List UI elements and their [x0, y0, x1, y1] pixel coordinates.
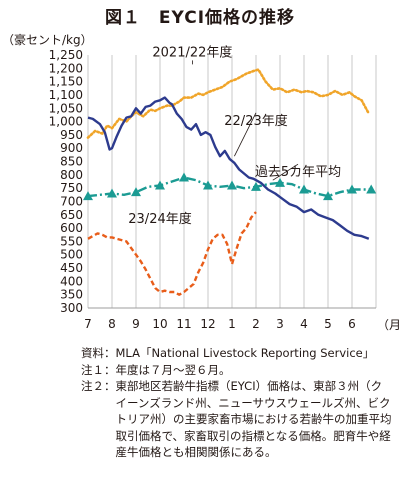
y-tick-label: 1,250	[49, 48, 83, 62]
y-tick-label: 350	[60, 288, 83, 302]
y-tick-label: 650	[60, 208, 83, 222]
y-tick-label: 600	[60, 221, 83, 235]
note-source-head: 資料：	[81, 346, 116, 360]
series-marker-triangle	[107, 188, 117, 198]
note-source: 資料： MLA「National Livestock Reporting Ser…	[81, 345, 393, 362]
x-tick-label: 12	[200, 317, 215, 331]
y-tick-label: 300	[60, 301, 83, 315]
series-marker-triangle	[227, 180, 237, 190]
series-line-1	[87, 96, 370, 240]
y-axis-unit-label: （豪セント/kg）	[2, 32, 93, 47]
series-annotation: 過去5カ年平均	[255, 165, 341, 180]
note-1-head: 注１：	[81, 362, 116, 377]
x-tick-labels: 7 8 9 10 11 12 1 2 3 4 5 6	[84, 317, 356, 331]
x-tick-label: 7	[84, 317, 92, 331]
y-tick-label: 800	[60, 168, 83, 182]
series-annotation: 23/24年度	[128, 211, 191, 227]
x-tick-label: 9	[132, 317, 140, 331]
y-tick-labels: 3003504004505005506006507007508008509009…	[49, 48, 83, 315]
note-2: 注２： 東部地区若齢牛指標（EYCI）価格は、東部３州（クイーンズランド州、ニュ…	[81, 378, 393, 461]
series-marker-triangle	[251, 181, 261, 191]
x-tick-label: 1	[228, 317, 236, 331]
note-2-head: 注２：	[81, 379, 116, 393]
y-tick-label: 700	[60, 194, 83, 208]
x-tick-label: 8	[108, 317, 116, 331]
y-tick-label: 400	[60, 274, 83, 288]
x-tick-label: 4	[300, 317, 308, 331]
series-marker-triangle	[275, 177, 285, 187]
y-tick-label: 850	[60, 155, 83, 169]
y-tick-label: 1,200	[49, 61, 83, 75]
note-2-text: 東部地区若齢牛指標（EYCI）価格は、東部３州（クイーンズランド州、ニューサウス…	[115, 379, 392, 459]
x-tick-label: 11	[176, 317, 191, 331]
series-line-3	[87, 211, 257, 296]
series-marker-triangle	[347, 184, 357, 194]
eyci-line-chart: （豪セント/kg） （月） 30035040045050055060065070…	[2, 32, 400, 332]
note-1: 注１： 年度は７月～翌６月。	[81, 362, 393, 379]
y-tick-label: 750	[60, 181, 83, 195]
series-marker-triangle	[131, 187, 141, 197]
series-annotation: 22/23年度	[224, 113, 287, 129]
x-tick-label: 6	[348, 317, 356, 331]
series-marker-triangle	[366, 184, 377, 194]
series-marker-triangle	[299, 184, 309, 194]
y-tick-label: 1,000	[49, 115, 83, 129]
y-tick-label: 1,100	[49, 88, 83, 102]
y-tick-label: 900	[60, 141, 83, 155]
y-tick-label: 950	[60, 128, 83, 142]
note-source-text: MLA「National Livestock Reporting Service…	[115, 346, 375, 360]
annotation-leader-line	[234, 112, 257, 157]
x-tick-label: 5	[324, 317, 332, 331]
series-marker-triangle	[323, 191, 333, 201]
series-marker-triangle	[203, 180, 213, 190]
series-marker-triangle	[83, 191, 93, 201]
series-marker-triangle	[179, 172, 189, 182]
x-tick-label: 2	[252, 317, 260, 331]
series-annotation: 2021/22年度	[152, 44, 232, 60]
note-1-text: 年度は７月～翌６月。	[115, 362, 231, 377]
x-tick-label: 10	[152, 317, 167, 331]
y-tick-label: 450	[60, 261, 83, 275]
figure-notes: 資料： MLA「National Livestock Reporting Ser…	[81, 345, 393, 461]
series-marker-triangle	[155, 180, 165, 190]
figure-title: 図１ EYCI価格の推移	[104, 8, 296, 28]
y-tick-label: 1,050	[49, 101, 83, 115]
annotation-leader-line	[272, 163, 299, 181]
y-tick-label: 1,150	[49, 75, 83, 89]
x-axis-unit-label: （月）	[377, 318, 400, 332]
y-tick-label: 550	[60, 234, 83, 248]
x-tick-label: 3	[276, 317, 284, 331]
y-tick-label: 500	[60, 248, 83, 262]
series-markers	[83, 172, 377, 201]
series-lines	[86, 68, 372, 296]
